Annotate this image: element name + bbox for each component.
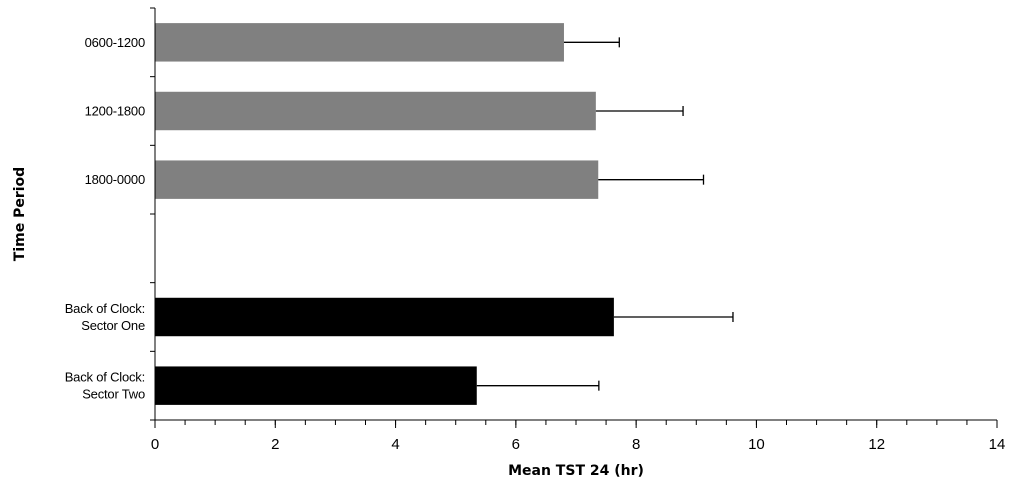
- category-label: Back of Clock: Sector One: [65, 301, 145, 333]
- category-label: 0600-1200: [85, 35, 145, 50]
- category-label-line: 1800-0000: [85, 172, 145, 187]
- category-labels-layer: 0600-1200 1200-1800 1800-0000 Back of Clock…: [65, 35, 145, 402]
- category-label: Back of Clock: Sector Two: [65, 370, 145, 402]
- bars-layer: [155, 23, 614, 405]
- error-bars-layer: [476, 37, 734, 391]
- y-axis-title: Time Period: [12, 167, 28, 261]
- category-label-line: 0600-1200: [85, 35, 145, 50]
- x-tick-label: 4: [391, 436, 399, 453]
- x-tick-label: 6: [512, 436, 520, 453]
- axes-layer: [154, 8, 997, 421]
- x-tick-label: 10: [748, 436, 765, 453]
- x-tick-label: 8: [632, 436, 640, 453]
- category-label: 1800-0000: [85, 172, 145, 187]
- category-label-line: Back of Clock:: [65, 301, 145, 316]
- bar: [155, 366, 477, 405]
- category-label-line: Back of Clock:: [65, 370, 145, 385]
- x-ticks-layer: 0 2 4 6 8 10 12 14: [151, 420, 1006, 453]
- y-ticks-layer: [150, 7, 155, 421]
- x-tick-label: 14: [989, 436, 1006, 453]
- x-axis-title: Mean TST 24 (hr): [508, 463, 644, 479]
- x-tick-label: 0: [151, 436, 159, 453]
- bar: [155, 160, 599, 199]
- x-tick-label: 12: [868, 436, 885, 453]
- bar: [155, 91, 596, 131]
- x-tick-label: 2: [271, 436, 279, 453]
- bar: [155, 23, 564, 62]
- bar: [155, 297, 614, 337]
- category-label-line: Sector Two: [82, 387, 145, 402]
- category-label: 1200-1800: [85, 104, 145, 119]
- category-label-line: Sector One: [81, 318, 145, 333]
- category-label-line: 1200-1800: [85, 104, 145, 119]
